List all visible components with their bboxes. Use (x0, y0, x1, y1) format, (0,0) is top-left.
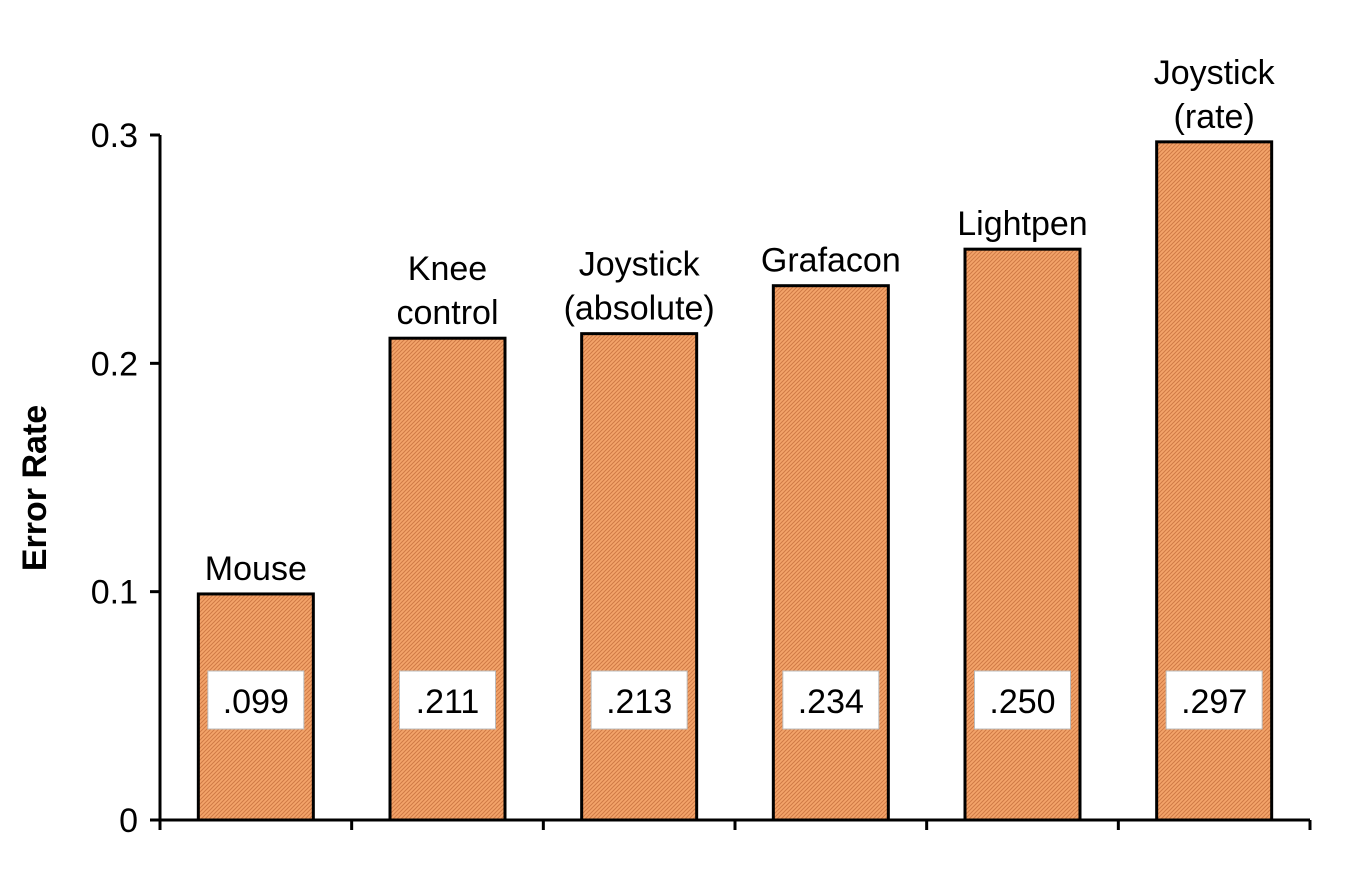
y-tick-label: 0 (119, 802, 138, 840)
y-tick-label: 0.1 (91, 574, 138, 612)
value-label: .234 (798, 683, 864, 721)
bars (196, 140, 1274, 822)
category-label: Knee (408, 250, 487, 288)
bar (580, 332, 699, 822)
category-label: control (396, 294, 498, 332)
y-tick-label: 0.3 (91, 117, 138, 155)
bar (388, 336, 507, 822)
value-label-box (782, 670, 880, 730)
value-label: .099 (223, 683, 289, 721)
value-label: .297 (1181, 683, 1247, 721)
y-axis-label: Error Rate (16, 405, 54, 571)
category-label: Joystick (1154, 54, 1276, 92)
category-label: (rate) (1174, 98, 1255, 136)
value-label-box (974, 670, 1071, 730)
axes: 0 0.1 0.2 0.3 (91, 117, 1312, 840)
category-label: Grafacon (761, 242, 901, 280)
value-label-box (399, 670, 496, 730)
value-label-box (1165, 670, 1263, 730)
category-label: Mouse (205, 550, 307, 588)
value-label-box (590, 670, 688, 730)
value-label: .250 (989, 683, 1055, 721)
bar (771, 284, 890, 822)
category-label: Lightpen (957, 205, 1087, 243)
labels: Mouse .099 Knee control .211 Joystick (absolut… (205, 54, 1276, 730)
value-label: .213 (606, 683, 672, 721)
y-tick-label: 0.2 (91, 345, 138, 383)
value-label: .211 (416, 683, 480, 721)
value-label-box (207, 670, 305, 730)
category-label: (absolute) (564, 290, 715, 328)
bar (963, 247, 1082, 822)
category-label: Joystick (579, 246, 701, 284)
